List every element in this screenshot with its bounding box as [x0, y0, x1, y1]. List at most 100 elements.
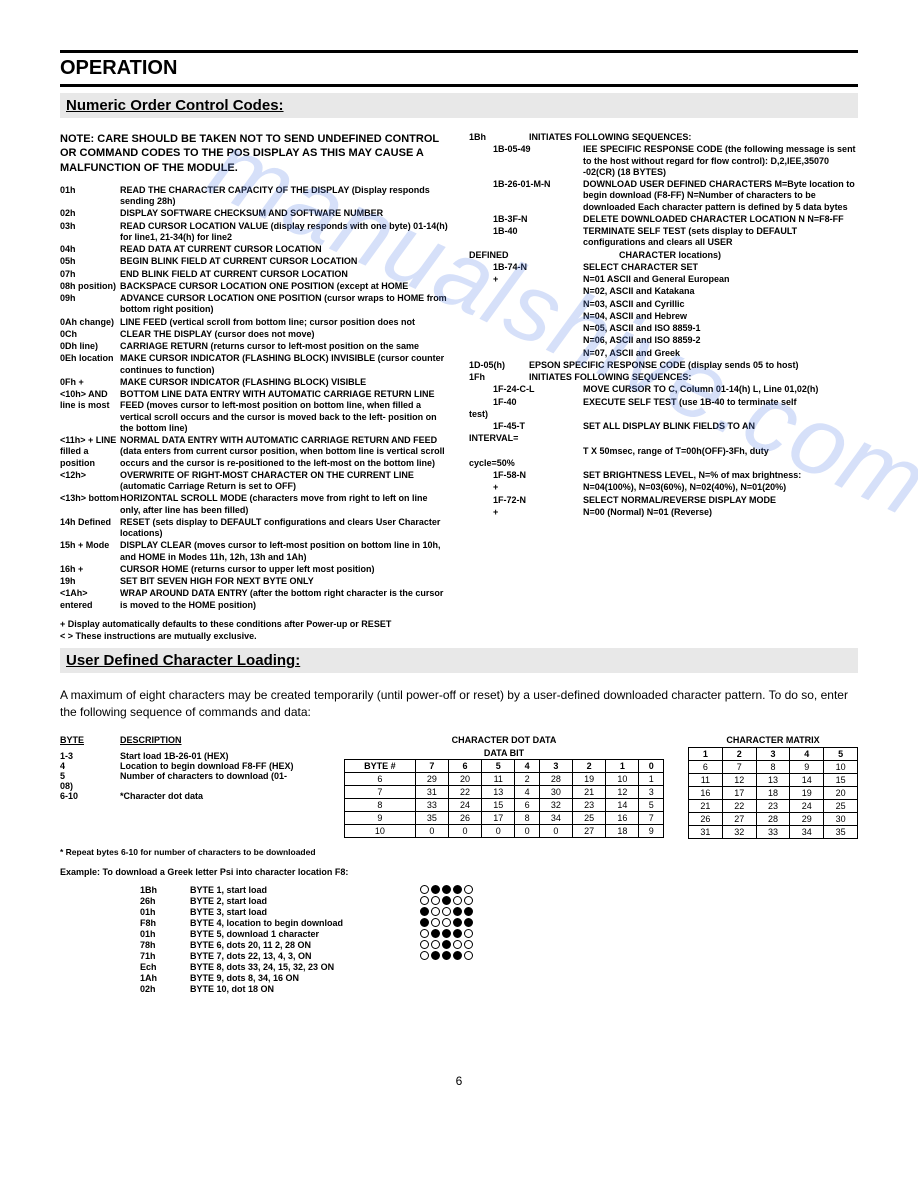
subcode — [469, 299, 583, 310]
left-column: NOTE: CARE SHOULD BE TAKEN NOT TO SEND U… — [60, 132, 449, 642]
desc: ADVANCE CURSOR LOCATION ONE POSITION (cu… — [120, 293, 449, 316]
byte-description-table: BYTE DESCRIPTION 1-3Start load 1B-26-01 … — [60, 735, 320, 839]
desc: BACKSPACE CURSOR LOCATION ONE POSITION (… — [120, 281, 449, 292]
udcl-heading: User Defined Character Loading: — [60, 648, 858, 673]
desc: READ CURSOR LOCATION VALUE (display resp… — [120, 221, 449, 244]
desc: LINE FEED (vertical scroll from bottom l… — [120, 317, 449, 328]
code: 09h — [60, 293, 120, 316]
desc: CLEAR THE DISPLAY (cursor does not move) — [120, 329, 449, 340]
desc: RESET (sets display to DEFAULT configura… — [120, 517, 449, 540]
code: 1D-05(h) — [469, 360, 529, 371]
code: 0Ah change) — [60, 317, 120, 328]
subcode: 1B-26-01-M-N — [469, 179, 583, 213]
subcode: 1B-74-N — [469, 262, 583, 273]
warning-note: NOTE: CARE SHOULD BE TAKEN NOT TO SEND U… — [60, 132, 449, 175]
code: 1Fh — [469, 372, 529, 383]
tables-row: BYTE DESCRIPTION 1-3Start load 1B-26-01 … — [60, 735, 858, 839]
desc: TERMINATE SELF TEST (sets display to DEF… — [583, 226, 858, 249]
desc: READ DATA AT CURRENT CURSOR LOCATION — [120, 244, 449, 255]
code: 0Eh location — [60, 353, 120, 376]
example-block: 1BhBYTE 1, start load26hBYTE 2, start lo… — [140, 885, 858, 994]
dot-data-table-wrap: CHARACTER DOT DATA DATA BITBYTE #7654321… — [344, 735, 664, 839]
test-label: test) — [469, 409, 529, 420]
desc: EPSON SPECIFIC RESPONSE CODE (display se… — [529, 360, 858, 371]
subcode: + — [469, 482, 583, 493]
desc: DELETE DOWNLOADED CHARACTER LOCATION N N… — [583, 214, 858, 225]
desc: MAKE CURSOR INDICATOR (FLASHING BLOCK) V… — [120, 377, 449, 388]
subcode — [469, 311, 583, 322]
code: <12h> — [60, 470, 120, 493]
desc: MOVE CURSOR TO C, Column 01-14(h) L, Lin… — [583, 384, 858, 395]
cycle-label: cycle=50% — [469, 458, 549, 469]
code: 01h — [60, 185, 120, 208]
code: 0Ch — [60, 329, 120, 340]
subcode: 1B-40 — [469, 226, 583, 249]
subcode — [469, 323, 583, 334]
desc: HORIZONTAL SCROLL MODE (characters move … — [120, 493, 449, 516]
matrix-table-wrap: CHARACTER MATRIX 12345678910111213141516… — [688, 735, 858, 839]
udcl-intro: A maximum of eight characters may be cre… — [60, 687, 858, 721]
desc: N=05, ASCII and ISO 8859-1 — [583, 323, 858, 334]
repeat-note: * Repeat bytes 6-10 for number of charac… — [60, 847, 858, 857]
subcode: 1B-05-49 — [469, 144, 583, 178]
desc: OVERWRITE OF RIGHT-MOST CHARACTER ON THE… — [120, 470, 449, 493]
codes-columns: NOTE: CARE SHOULD BE TAKEN NOT TO SEND U… — [60, 132, 858, 642]
example-title: Example: To download a Greek letter Psi … — [60, 867, 858, 877]
desc: INITIATES FOLLOWING SEQUENCES: — [529, 372, 858, 383]
code: 04h — [60, 244, 120, 255]
code: 05h — [60, 256, 120, 267]
subcode: 1B-3F-N — [469, 214, 583, 225]
dot-data-table: DATA BITBYTE #76543210629201122819101731… — [344, 747, 664, 838]
code: 16h + — [60, 564, 120, 575]
code: <1Ah> entered — [60, 588, 120, 611]
desc: CURSOR HOME (returns cursor to upper lef… — [120, 564, 449, 575]
desc: N=04(100%), N=03(60%), N=02(40%), N=01(2… — [583, 482, 858, 493]
defined-label: DEFINED — [469, 250, 529, 261]
numeric-heading: Numeric Order Control Codes: — [60, 93, 858, 118]
matrix-table: 1234567891011121314151617181920212223242… — [688, 747, 858, 839]
defined-tail: CHARACTER locations) — [529, 250, 858, 261]
subcode — [469, 286, 583, 297]
desc: INITIATES FOLLOWING SEQUENCES: — [529, 132, 858, 143]
desc: READ THE CHARACTER CAPACITY OF THE DISPL… — [120, 185, 449, 208]
code: 15h + Mode — [60, 540, 120, 563]
desc: N=03, ASCII and Cyrillic — [583, 299, 858, 310]
desc: WRAP AROUND DATA ENTRY (after the bottom… — [120, 588, 449, 611]
interval-desc: T X 50msec, range of T=00h(OFF)-3Fh, dut… — [583, 446, 858, 457]
desc: END BLINK FIELD AT CURRENT CURSOR LOCATI… — [120, 269, 449, 280]
desc: EXECUTE SELF TEST (use 1B-40 to terminat… — [583, 397, 858, 408]
desc: BOTTOM LINE DATA ENTRY WITH AUTOMATIC CA… — [120, 389, 449, 434]
desc: SET BRIGHTNESS LEVEL, N=% of max brightn… — [583, 470, 858, 481]
desc: DISPLAY SOFTWARE CHECKSUM AND SOFTWARE N… — [120, 208, 449, 219]
code: 0Dh line) — [60, 341, 120, 352]
desc: DISPLAY CLEAR (moves cursor to left-most… — [120, 540, 449, 563]
subcode: 1F-45-T — [469, 421, 583, 432]
desc: N=07, ASCII and Greek — [583, 348, 858, 359]
code: <11h> + LINE filled a position — [60, 435, 120, 469]
subcode: + — [469, 507, 583, 518]
desc: IEE SPECIFIC RESPONSE CODE (the followin… — [583, 144, 858, 178]
desc: N=04, ASCII and Hebrew — [583, 311, 858, 322]
subcode: 1F-58-N — [469, 470, 583, 481]
page-number: 6 — [60, 1074, 858, 1088]
code: 0Fh + — [60, 377, 120, 388]
desc-hdr: DESCRIPTION — [120, 735, 182, 745]
desc: BEGIN BLINK FIELD AT CURRENT CURSOR LOCA… — [120, 256, 449, 267]
code: 07h — [60, 269, 120, 280]
desc: N=00 (Normal) N=01 (Reverse) — [583, 507, 858, 518]
right-column: 1Bh INITIATES FOLLOWING SEQUENCES: 1B-05… — [469, 132, 858, 642]
footnotes: + Display automatically defaults to thes… — [60, 619, 449, 642]
code: 19h — [60, 576, 120, 587]
code: <10h> AND line is most — [60, 389, 120, 434]
desc: N=02, ASCII and Katakana — [583, 286, 858, 297]
desc: DOWNLOAD USER DEFINED CHARACTERS M=Byte … — [583, 179, 858, 213]
subcode: + — [469, 274, 583, 285]
subcode — [469, 348, 583, 359]
subcode: 1F-24-C-L — [469, 384, 583, 395]
code: 1Bh — [469, 132, 529, 143]
code: 08h position) — [60, 281, 120, 292]
desc: NORMAL DATA ENTRY WITH AUTOMATIC CARRIAG… — [120, 435, 449, 469]
code: <13h> bottom — [60, 493, 120, 516]
subcode — [469, 335, 583, 346]
desc: CARRIAGE RETURN (returns cursor to left-… — [120, 341, 449, 352]
